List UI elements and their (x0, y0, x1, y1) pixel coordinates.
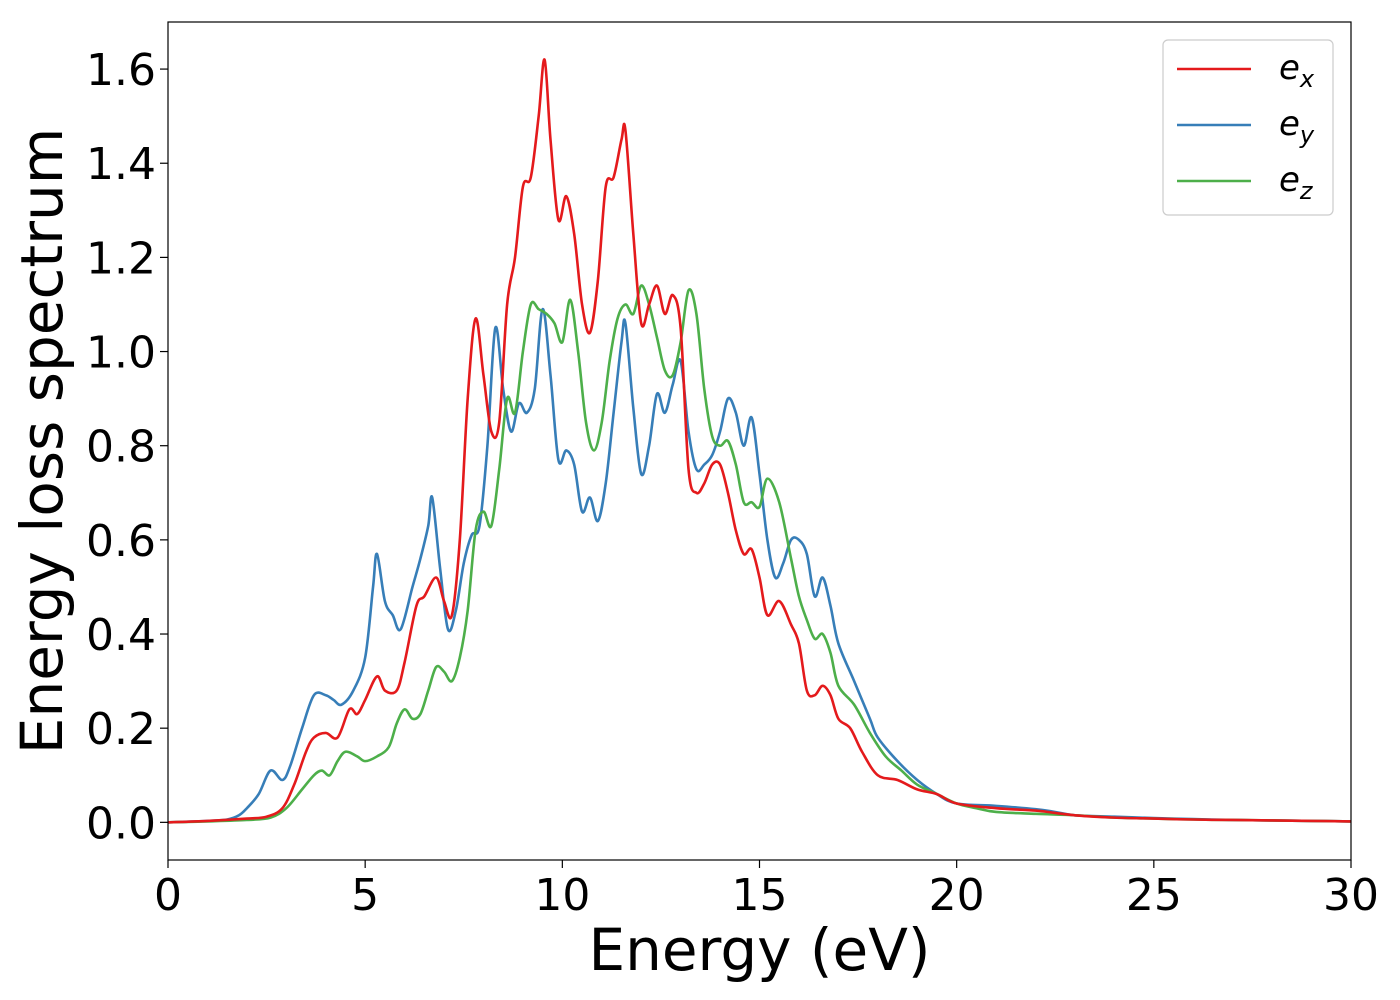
y-tick-label: 0.6 (86, 516, 156, 567)
x-tick-label: 10 (534, 870, 590, 921)
legend-label-y: ey (1279, 104, 1315, 149)
x-axis-title: Energy (eV) (588, 916, 930, 984)
x-tick-label: 0 (154, 870, 182, 921)
y-axis-ticks: 0.0 0.2 0.4 0.6 0.8 1.0 1.2 1.4 1.6 (86, 45, 168, 849)
y-tick-label: 1.0 (86, 328, 156, 379)
series-line-z (167, 284, 1352, 824)
legend-label-x: ex (1279, 48, 1315, 93)
y-tick-label: 1.2 (86, 233, 156, 284)
y-tick-label: 0.2 (86, 704, 156, 755)
y-tick-label: 1.4 (86, 139, 156, 190)
series-line-x (167, 58, 1352, 824)
x-tick-label: 25 (1126, 870, 1182, 921)
y-tick-label: 0.8 (86, 422, 156, 473)
series-line-y (167, 307, 1352, 824)
y-axis-title: Energy loss spectrum (8, 128, 76, 754)
legend-label-z: ez (1279, 160, 1314, 205)
x-tick-label: 20 (929, 870, 985, 921)
y-tick-label: 1.6 (86, 45, 156, 96)
x-tick-label: 30 (1323, 870, 1379, 921)
x-tick-label: 5 (351, 870, 379, 921)
legend-label-base: e (1279, 48, 1300, 88)
y-tick-label: 0.0 (86, 798, 156, 849)
x-axis-ticks: 0 5 10 15 20 25 30 (154, 860, 1379, 921)
x-tick-label: 15 (732, 870, 788, 921)
legend-label-subscript: z (1299, 177, 1314, 205)
legend-label-base: e (1279, 160, 1300, 200)
legend-box (1162, 39, 1334, 216)
series-lines (167, 58, 1352, 824)
legend-label-subscript: y (1299, 121, 1315, 149)
legend-label-base: e (1279, 104, 1300, 144)
legend-label-subscript: x (1299, 65, 1315, 93)
y-tick-label: 0.4 (86, 610, 156, 661)
